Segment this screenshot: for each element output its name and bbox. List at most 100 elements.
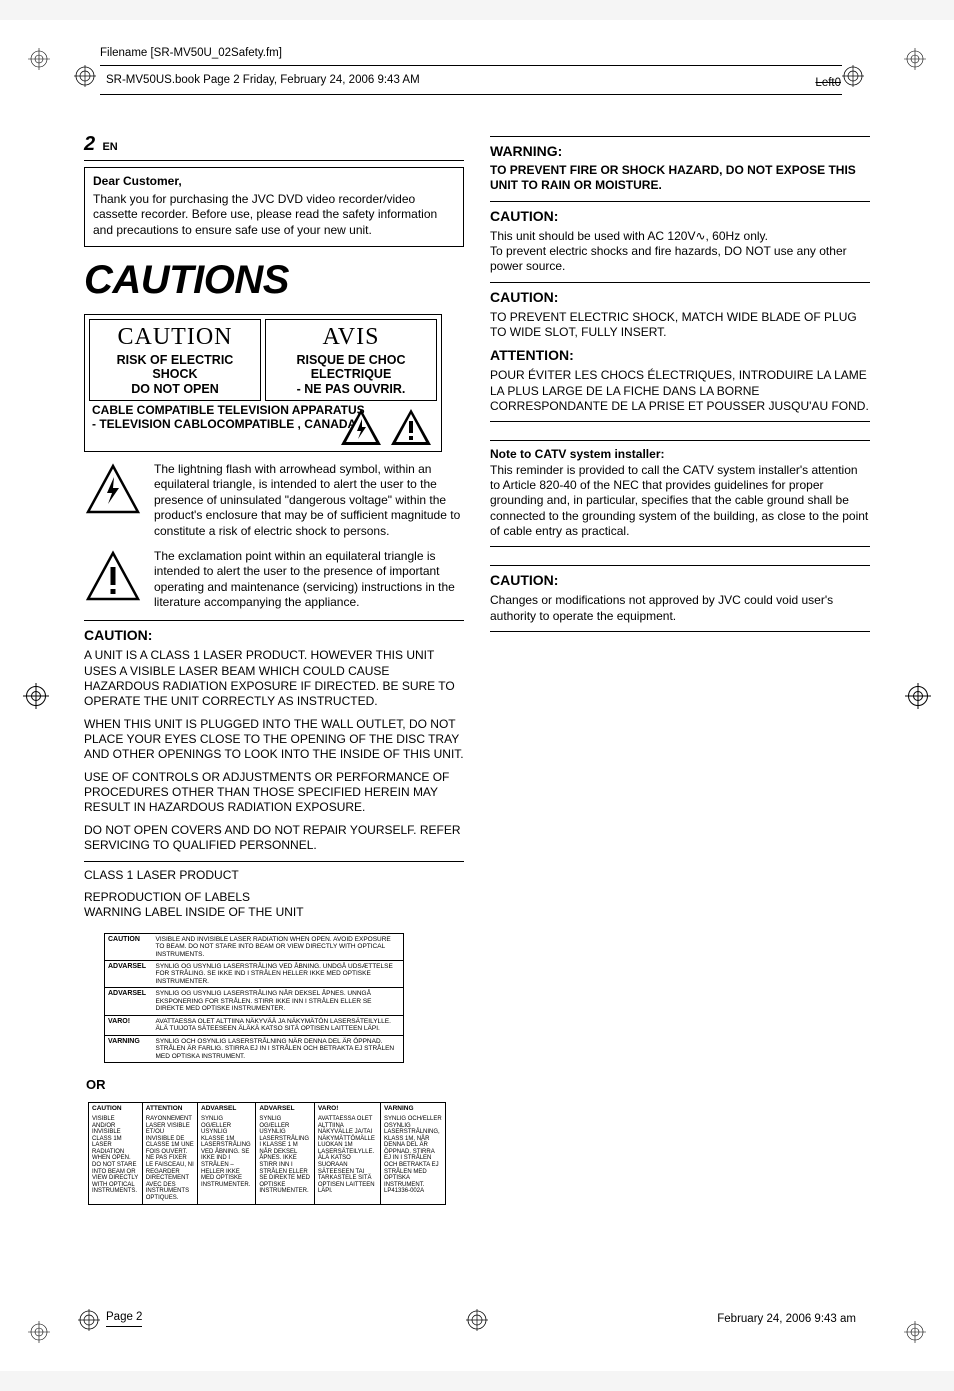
plate-row2-text: CABLE COMPATIBLE TELEVISION APPARATUS - … [92,403,365,431]
multi-col-body: RAYONNEMENT LASER VISIBLE ET/OU INVISIBL… [142,1114,197,1204]
divider [84,861,464,862]
dear-customer-title: Dear Customer, [93,174,455,189]
multi-col-head: ATTENTION [142,1102,197,1114]
divider [490,421,870,422]
label-row: ADVARSELSYNLIG OG USYNLIG LASERSTRÅLING … [105,961,404,988]
header-masterpage: Left0 [815,76,841,91]
dear-customer-body: Thank you for purchasing the JVC DVD vid… [93,192,455,238]
plate-avis-sub: RISQUE DE CHOC ELECTRIQUE - NE PAS OUVRI… [270,353,432,396]
exclamation-triangle-icon [84,549,142,607]
laser-caution-head: CAUTION: [84,627,464,645]
crop-mark-icon [28,1321,50,1343]
caution1-line1: This unit should be used with AC 120V∿, … [490,229,870,244]
laser-para-2: WHEN THIS UNIT IS PLUGGED INTO THE WALL … [84,717,464,763]
caution2-body: TO PREVENT ELECTRIC SHOCK, MATCH WIDE BL… [490,310,870,341]
page-number: 2 [84,133,95,155]
page-lang: EN [102,141,117,153]
reproduction-line: REPRODUCTION OF LABELS WARNING LABEL INS… [84,890,464,921]
label-row: CAUTIONVISIBLE AND INVISIBLE LASER RADIA… [105,933,404,960]
registration-mark-icon [908,686,928,706]
binder-mark-icon [466,1309,488,1331]
label-text: AVATTAESSA OLET ALTTIINA NÄKYVÄÄ JA NÄKY… [153,1015,404,1035]
caution1-line2: To prevent electric shocks and fire haza… [490,244,870,275]
label-row: VARO!AVATTAESSA OLET ALTTIINA NÄKYVÄÄ JA… [105,1015,404,1035]
label-lang: ADVARSEL [105,961,153,988]
crop-mark-icon [904,48,926,70]
attention-body: POUR ÉVITER LES CHOCS ÉLECTRIQUES, INTRO… [490,368,870,414]
lightning-symbol-text: The lightning flash with arrowhead symbo… [154,462,464,539]
multi-col-body: SYNLIG OCH/ELLER OSYNLIG LASERSTRÅLNING,… [381,1114,446,1204]
exclamation-triangle-icon [389,407,433,447]
footer-page: Page 2 [106,1310,142,1327]
label-row: ADVARSELSYNLIG OG USYNLIG LASERSTRÅLING … [105,988,404,1015]
laser-para-1: A UNIT IS A CLASS 1 LASER PRODUCT. HOWEV… [84,648,464,709]
multi-col-body: SYNLIG OG/ELLER USYNLIG LASERSTRÅLING I … [256,1114,315,1204]
plate-avis-cell: AVIS RISQUE DE CHOC ELECTRIQUE - NE PAS … [265,319,437,401]
divider [490,201,870,202]
label-text: SYNLIG OG USYNLIG LASERSTRÅLING VED ÅBNI… [153,961,404,988]
left-column: 2 EN Dear Customer, Thank you for purcha… [84,132,464,1291]
class1-line: CLASS 1 LASER PRODUCT [84,868,464,883]
label-row: VARNINGSYNLIG OCH OSYNLIG LASERSTRÅLNING… [105,1035,404,1062]
plate-caution-big: CAUTION [94,322,256,353]
footer-date: February 24, 2006 9:43 am [717,1312,856,1327]
warning-plate: CAUTION RISK OF ELECTRIC SHOCK DO NOT OP… [84,314,442,452]
catv-body: This reminder is provided to call the CA… [490,463,870,540]
plate-caution-sub: RISK OF ELECTRIC SHOCK DO NOT OPEN [94,353,256,396]
dear-customer-box: Dear Customer, Thank you for purchasing … [84,167,464,247]
warning-head: WARNING: [490,143,870,161]
multi-col-head: VARNING [381,1102,446,1114]
divider [490,565,870,566]
exclamation-symbol-row: The exclamation point within an equilate… [84,549,464,610]
binder-mark-icon [74,65,96,87]
cautions-heading: CAUTIONS [84,255,464,306]
divider [490,440,870,441]
lightning-symbol-row: The lightning flash with arrowhead symbo… [84,462,464,539]
plate-caution-cell: CAUTION RISK OF ELECTRIC SHOCK DO NOT OP… [89,319,261,401]
multi-col-body: VISIBLE AND/OR INVISIBLE CLASS 1M LASER … [89,1114,143,1204]
mod-caution-body: Changes or modifications not approved by… [490,593,870,624]
page-number-row: 2 EN [84,132,464,161]
warning-body: TO PREVENT FIRE OR SHOCK HAZARD, DO NOT … [490,163,870,194]
document-page: Filename [SR-MV50U_02Safety.fm] SR-MV50U… [0,20,954,1371]
multi-col-head: VARO! [314,1102,380,1114]
label-text: VISIBLE AND INVISIBLE LASER RADIATION WH… [153,933,404,960]
exclamation-symbol-text: The exclamation point within an equilate… [154,549,464,610]
mod-caution-head: CAUTION: [490,572,870,590]
lightning-triangle-icon [339,407,383,447]
attention-head: ATTENTION: [490,347,870,365]
label-lang: CAUTION [105,933,153,960]
caution1-head: CAUTION: [490,208,870,226]
or-label: OR [86,1077,464,1094]
divider [490,136,870,137]
catv-title: Note to CATV system installer: [490,447,870,462]
warning-label-table: CAUTIONVISIBLE AND INVISIBLE LASER RADIA… [104,933,404,1064]
label-lang: ADVARSEL [105,988,153,1015]
lightning-triangle-icon [84,462,142,520]
label-text: SYNLIG OG USYNLIG LASERSTRÅLING NÅR DEKS… [153,988,404,1015]
multi-col-head: ADVARSEL [256,1102,315,1114]
binder-mark-icon [78,1309,100,1331]
header-filename: Filename [SR-MV50U_02Safety.fm] [100,46,282,61]
crop-mark-icon [904,1321,926,1343]
label-lang: VARO! [105,1015,153,1035]
right-column: WARNING: TO PREVENT FIRE OR SHOCK HAZARD… [490,132,870,1291]
laser-para-4: DO NOT OPEN COVERS AND DO NOT REPAIR YOU… [84,823,464,854]
header-bookline: SR-MV50US.book Page 2 Friday, February 2… [106,73,420,88]
crop-mark-icon [28,48,50,70]
multi-col-head: ADVARSEL [198,1102,256,1114]
laser-para-3: USE OF CONTROLS OR ADJUSTMENTS OR PERFOR… [84,770,464,816]
header-bookline-bar: SR-MV50US.book Page 2 Friday, February 2… [100,65,842,95]
caution2-head: CAUTION: [490,289,870,307]
label-text: SYNLIG OCH OSYNLIG LASERSTRÅLNING NÄR DE… [153,1035,404,1062]
multi-lang-table: CAUTIONATTENTIONADVARSELADVARSELVARO!VAR… [88,1102,446,1205]
divider [490,631,870,632]
multi-col-body: SYNLIG OG/ELLER USYNLIG KLASSE 1M LASERS… [198,1114,256,1204]
divider [490,546,870,547]
binder-mark-icon [842,65,864,87]
multi-col-head: CAUTION [89,1102,143,1114]
divider [84,620,464,621]
label-lang: VARNING [105,1035,153,1062]
multi-col-body: AVATTAESSA OLET ALTTIINA NÄKYVÄLLE JA/TA… [314,1114,380,1204]
registration-mark-icon [26,686,46,706]
